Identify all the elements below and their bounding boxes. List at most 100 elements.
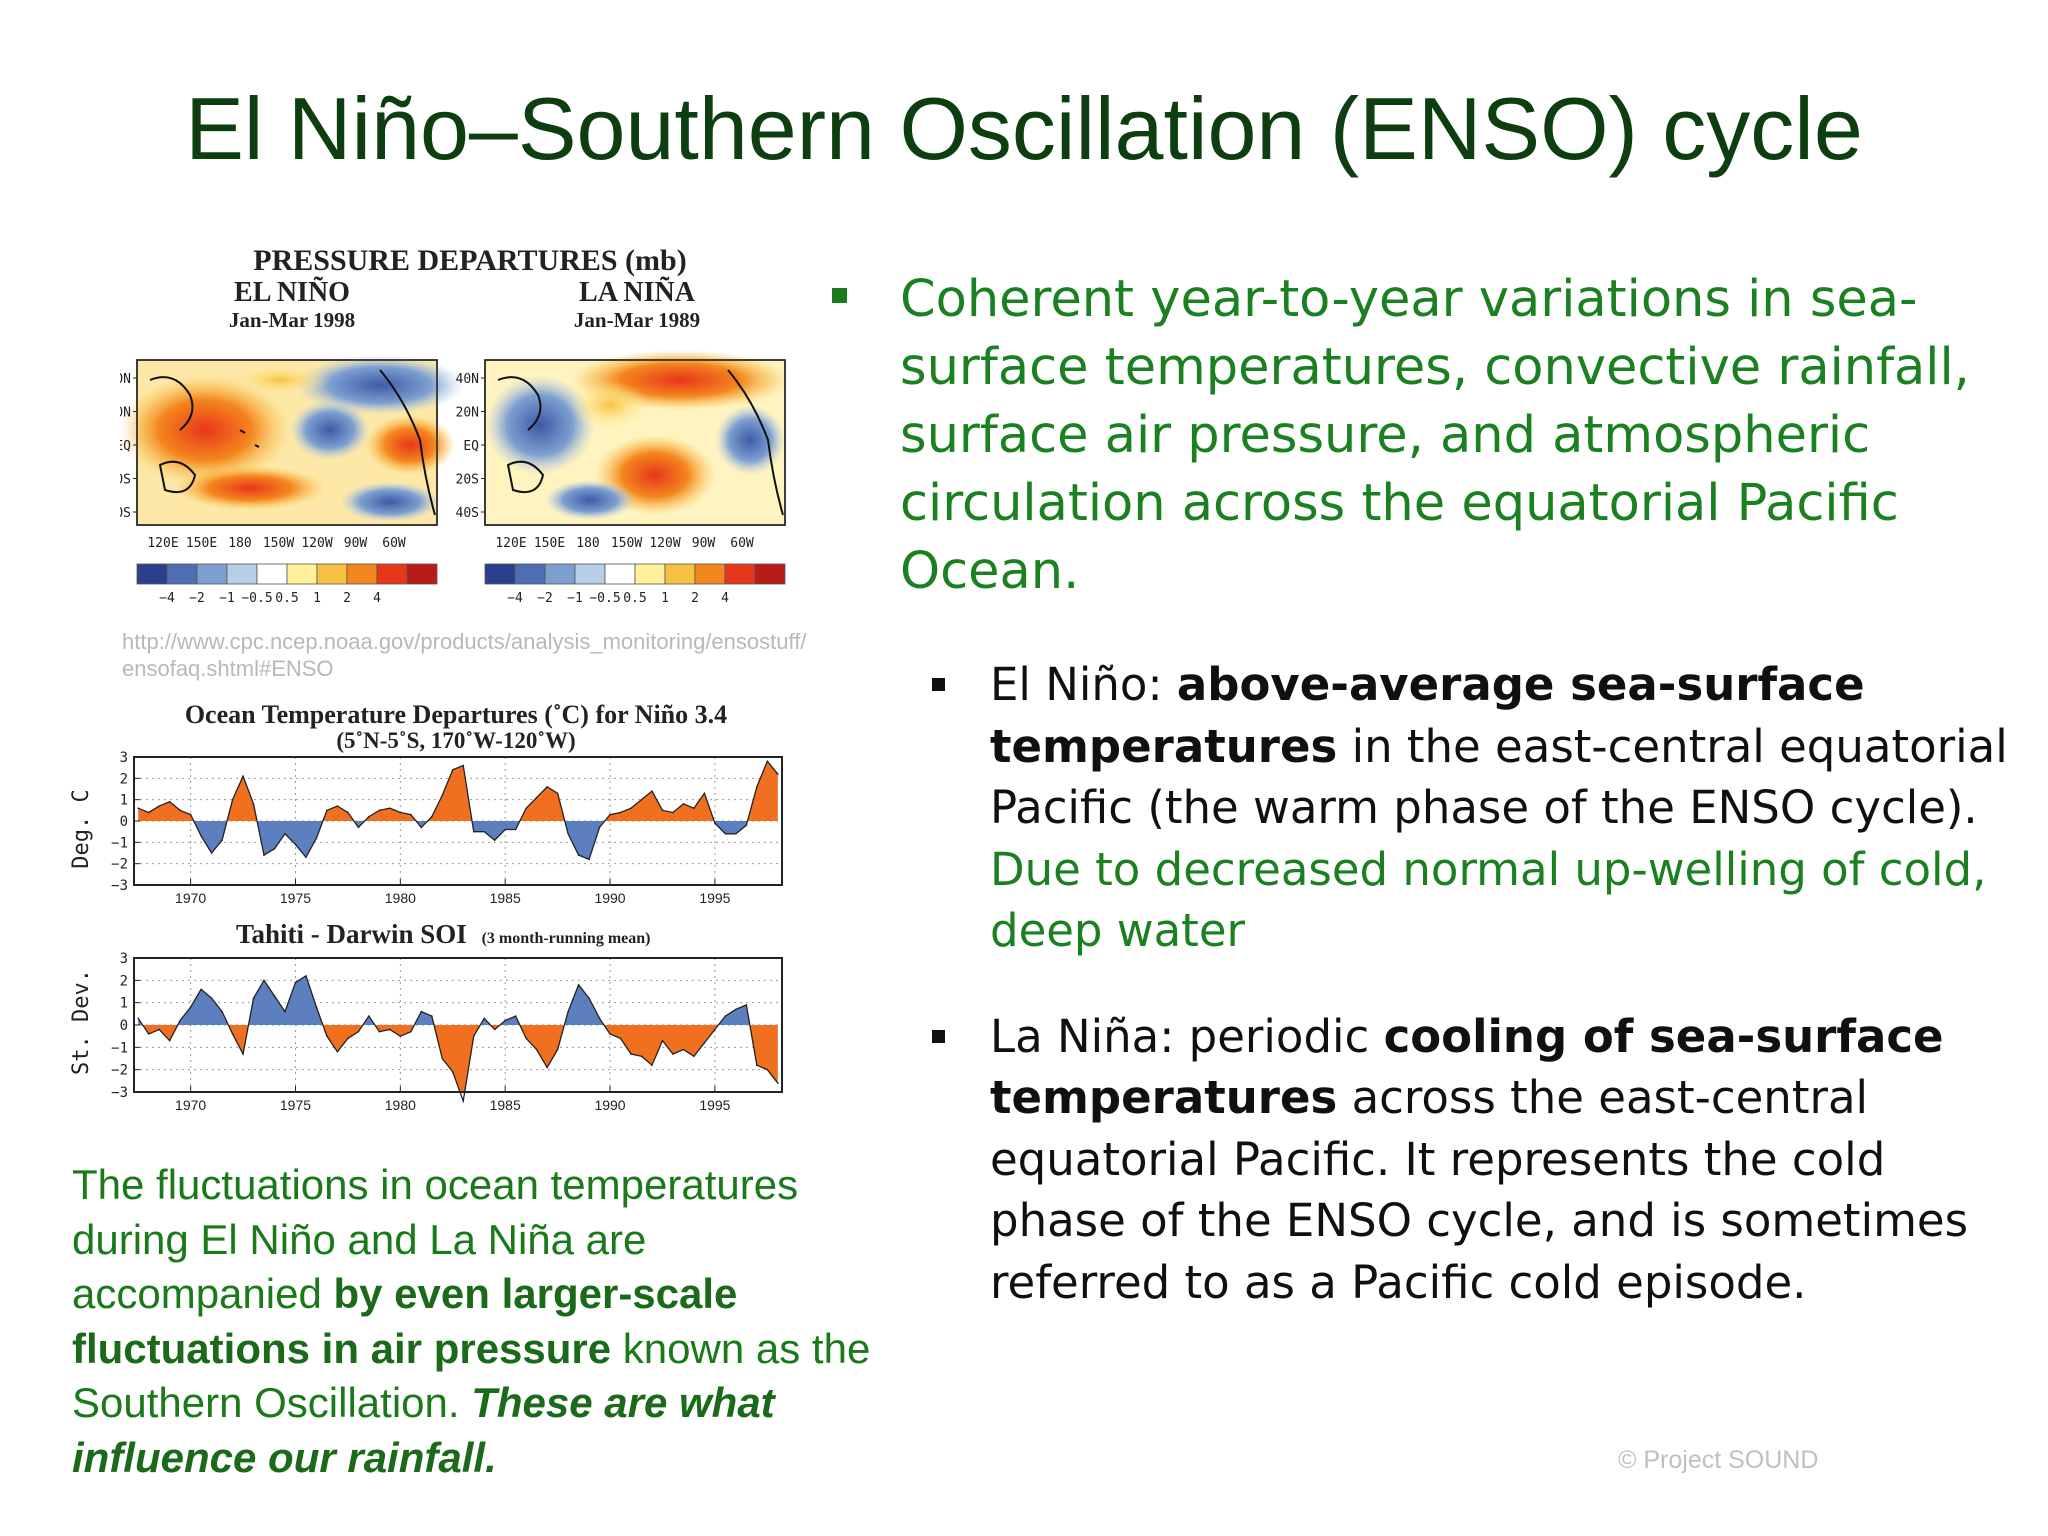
data-point [399,811,402,814]
y-tick-label: 2 [120,771,128,787]
data-point [378,1030,381,1033]
caption-text-2: known as the Southern Oscillation. [72,1324,871,1427]
data-point [577,854,580,856]
x-tick-label: 1980 [385,1097,416,1113]
x-tick-label: 1980 [385,890,416,906]
data-point [263,979,265,982]
scale-label: 2 [343,591,351,606]
x-tick-label: 1970 [175,890,206,906]
data-point [451,769,454,771]
nino34-plot-area: 3 2 1 0 −1 −2 −3 1970 1975 1980 1985 1990 1995 [111,750,783,906]
data-point [546,1066,548,1069]
latitude-label: 40S [120,506,131,521]
y-tick-label: 3 [120,951,128,967]
data-point [210,997,213,999]
y-tick-label: 3 [120,750,128,766]
data-point [420,826,423,829]
la-nina-map-title: LA NIÑA [579,277,696,308]
scale-label: −1 [219,591,235,606]
longitude-label: 150W [611,536,642,551]
data-point [347,1037,349,1040]
data-point [158,1028,160,1031]
svg-text:Tahiti - Darwin SOI (3 mon: Tahiti - Darwin SOI (3 month-running mea… [236,919,650,949]
scale-swatch [406,563,438,585]
el-nino-green-text: Due to decreased normal up-welling of co… [990,842,1987,958]
nino34-chart-title: Ocean Temperature Departures (˚C) for Ni… [185,700,727,729]
x-tick-label: 1990 [594,890,625,906]
longitude-label: 60W [730,536,754,551]
latitude-label: 20S [456,473,479,488]
scale-swatch [196,563,228,585]
data-point [714,822,716,824]
scale-swatch [484,563,516,585]
data-point [661,1039,664,1042]
scale-label: −4 [507,591,523,606]
longitude-label: 90W [344,536,368,551]
scale-label: 0.5 [623,591,646,606]
longitude-label: 60W [382,536,406,551]
data-point [399,1035,402,1037]
longitude-label: 150W [263,536,294,551]
data-point [525,807,527,809]
scale-label: 4 [373,591,381,606]
y-tick-label: −1 [111,1040,128,1056]
la-nina-map-date: Jan-Mar 1989 [574,308,700,332]
data-point [462,1100,465,1102]
scale-swatch [166,563,198,585]
data-point [640,798,643,801]
data-point [493,1028,496,1031]
data-point [336,1051,339,1053]
positive-anomaly-area [138,761,778,821]
data-point [357,826,360,829]
el-nino-text: in the east-central equatorial Pacific (… [990,719,2008,835]
data-point [158,805,160,807]
scale-swatch [544,563,576,585]
source-url: http://www.cpc.ncep.noaa.gov/products/an… [122,629,807,681]
map-color-scales: −4 −2 −1 −0.5 0.5 1 2 4 −4 −2 −1 −0.5 0.5 1 2 4 [136,563,786,606]
data-point [410,813,412,816]
bullet-list: Coherent year-to-year variations in sea-… [820,266,2030,1313]
data-point [410,1030,412,1033]
map-longitude-labels: 120E 150E 180 150W 120W 90W 60W 120E 150E 180 150W… [147,536,754,551]
map-latitude-labels: 40N 20N EQ 20S 40S 40N 20N EQ 20S 40S [120,372,485,521]
data-point [273,847,276,850]
data-point [284,1010,286,1013]
data-point [577,984,580,986]
data-point [294,981,297,984]
main-bullet-text: Coherent year-to-year variations in sea-… [900,270,1970,601]
data-point [703,792,706,795]
data-point [609,813,611,816]
data-point [200,988,202,991]
x-tick-label: 1970 [175,1097,206,1113]
data-point [630,1053,632,1055]
pressure-departures-figure: PRESSURE DEPARTURES (mb) EL NIÑO Jan-Mar… [120,244,790,606]
negative-anomaly-area [138,821,778,860]
data-point [368,815,370,818]
scale-swatch [256,563,288,585]
scale-label: 4 [721,591,729,606]
data-point [514,828,517,831]
data-point [147,1033,150,1035]
data-point [378,809,381,812]
el-nino-map [120,355,465,526]
longitude-label: 150E [534,536,565,551]
data-point [766,760,769,763]
data-point [189,813,192,816]
data-point [640,1055,643,1058]
soi-plot-area: 3 2 1 0 −1 −2 −3 1970 1975 1980 1985 1990 1995 [111,951,783,1113]
nino34-temperature-chart: Ocean Temperature Departures (˚C) for Ni… [69,700,783,906]
x-tick-label: 1985 [490,1097,521,1113]
data-point [588,997,590,999]
negative-anomaly-area [138,1025,778,1092]
scale-label: 0.5 [275,591,298,606]
bullet-marker [832,288,847,303]
scale-label: 1 [661,591,669,606]
latitude-label: 20N [120,406,131,421]
latitude-label: 40N [120,372,131,387]
data-point [483,830,486,833]
data-point [535,796,538,799]
data-point [714,1028,716,1031]
data-point [661,809,664,812]
copyright-footer: © Project SOUND [1618,1446,1819,1474]
el-nino-map-title: EL NIÑO [234,277,350,308]
